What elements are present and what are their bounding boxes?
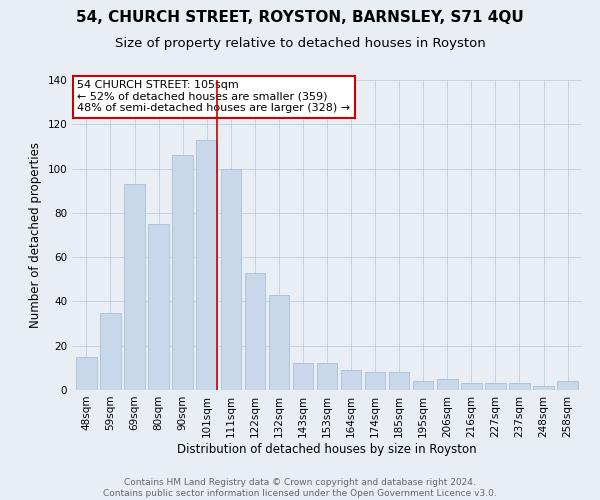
Bar bbox=[124, 184, 145, 390]
Bar bbox=[221, 168, 241, 390]
Bar bbox=[365, 372, 385, 390]
Text: Contains HM Land Registry data © Crown copyright and database right 2024.
Contai: Contains HM Land Registry data © Crown c… bbox=[103, 478, 497, 498]
X-axis label: Distribution of detached houses by size in Royston: Distribution of detached houses by size … bbox=[177, 442, 477, 456]
Bar bbox=[557, 381, 578, 390]
Bar bbox=[413, 381, 433, 390]
Bar bbox=[437, 379, 458, 390]
Bar bbox=[172, 156, 193, 390]
Bar bbox=[389, 372, 409, 390]
Bar bbox=[293, 364, 313, 390]
Bar bbox=[317, 364, 337, 390]
Text: 54 CHURCH STREET: 105sqm
← 52% of detached houses are smaller (359)
48% of semi-: 54 CHURCH STREET: 105sqm ← 52% of detach… bbox=[77, 80, 350, 113]
Bar bbox=[100, 312, 121, 390]
Bar bbox=[245, 272, 265, 390]
Bar bbox=[461, 384, 482, 390]
Bar bbox=[269, 295, 289, 390]
Bar bbox=[148, 224, 169, 390]
Bar bbox=[485, 384, 506, 390]
Bar bbox=[76, 357, 97, 390]
Bar bbox=[196, 140, 217, 390]
Text: Size of property relative to detached houses in Royston: Size of property relative to detached ho… bbox=[115, 38, 485, 51]
Bar bbox=[341, 370, 361, 390]
Bar bbox=[509, 384, 530, 390]
Bar bbox=[533, 386, 554, 390]
Text: 54, CHURCH STREET, ROYSTON, BARNSLEY, S71 4QU: 54, CHURCH STREET, ROYSTON, BARNSLEY, S7… bbox=[76, 10, 524, 25]
Y-axis label: Number of detached properties: Number of detached properties bbox=[29, 142, 42, 328]
